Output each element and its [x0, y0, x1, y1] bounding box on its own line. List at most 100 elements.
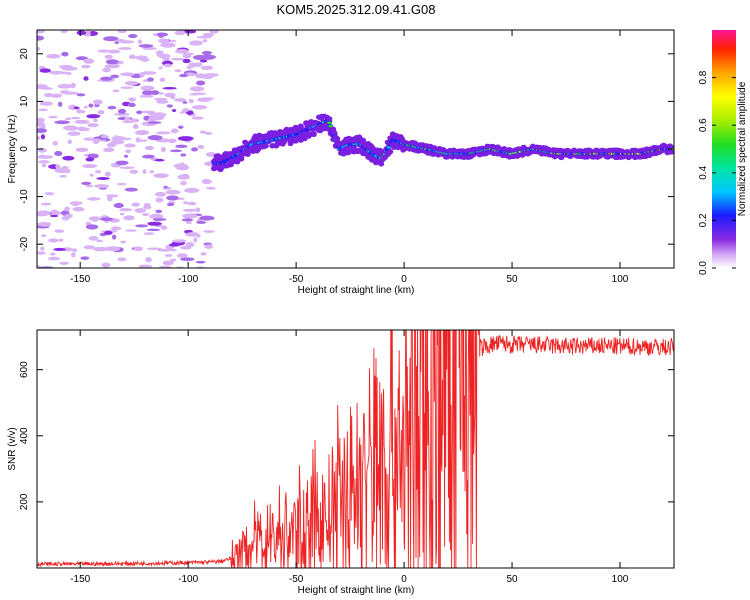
- noise-blob: [83, 76, 89, 81]
- noise-blob: [86, 197, 101, 201]
- ridge-outer: [262, 143, 269, 149]
- noise-blob: [37, 46, 41, 52]
- noise-blob: [181, 218, 194, 222]
- noise-blob: [119, 212, 125, 216]
- noise-blob: [64, 213, 73, 219]
- noise-blob: [200, 65, 213, 70]
- noise-blob: [37, 251, 46, 255]
- noise-blob: [172, 239, 187, 243]
- noise-blob: [70, 201, 80, 207]
- noise-blob: [155, 131, 171, 135]
- noise-blob: [59, 174, 67, 178]
- noise-blob: [127, 102, 136, 108]
- noise-blob: [134, 129, 150, 136]
- spectrogram-marks: [37, 30, 674, 268]
- noise-blob: [58, 238, 64, 242]
- noise-blob: [182, 213, 198, 219]
- noise-blob: [166, 202, 175, 207]
- noise-blob: [150, 90, 160, 96]
- noise-blob: [159, 77, 166, 82]
- noise-blob: [52, 140, 58, 146]
- noise-blob: [100, 134, 109, 139]
- x-tick-label: -50: [289, 574, 304, 585]
- noise-blob: [177, 125, 184, 129]
- snr-x-ticks: -150 -100 -50 0 50 100: [70, 330, 629, 585]
- noise-blob: [148, 213, 164, 220]
- ridge-outer: [331, 130, 338, 136]
- noise-blob: [170, 258, 177, 262]
- noise-blob: [75, 147, 89, 152]
- noise-blob: [103, 149, 108, 152]
- noise-blob: [38, 160, 50, 164]
- snr-marks: [37, 330, 674, 568]
- noise-blob: [125, 229, 137, 232]
- noise-blob: [106, 142, 117, 148]
- noise-blob: [167, 138, 177, 144]
- noise-blob: [72, 206, 85, 212]
- noise-blob: [141, 71, 157, 75]
- noise-blob: [165, 189, 181, 195]
- noise-blob: [160, 226, 168, 230]
- noise-blob: [158, 32, 165, 38]
- noise-blob: [46, 53, 61, 59]
- noise-blob: [200, 252, 207, 256]
- noise-blob: [82, 163, 98, 169]
- snr-y-axis-label: SNR (v/v): [7, 427, 18, 470]
- noise-blob: [185, 242, 195, 248]
- chart-title: KOM5.2025.312.09.41.G08: [276, 2, 435, 17]
- noise-blob: [158, 66, 163, 70]
- noise-blob: [132, 124, 139, 130]
- noise-blob: [89, 173, 94, 177]
- noise-blob: [70, 83, 76, 89]
- noise-blob: [142, 168, 147, 175]
- noise-blob: [88, 103, 94, 108]
- noise-blob: [139, 71, 145, 78]
- noise-blob: [182, 52, 191, 58]
- noise-blob: [153, 173, 169, 179]
- noise-blob: [133, 246, 144, 252]
- noise-blob: [202, 39, 208, 43]
- noise-blob: [106, 194, 119, 198]
- noise-blob: [160, 146, 167, 153]
- noise-blob: [120, 208, 128, 211]
- colorbar-label: Normalized spectral amplitude: [737, 81, 748, 216]
- noise-blob: [166, 195, 179, 201]
- x-tick-label: -100: [178, 274, 198, 285]
- noise-blob: [143, 203, 151, 208]
- noise-blob: [37, 136, 41, 141]
- noise-blob: [155, 197, 164, 203]
- noise-blob: [191, 41, 203, 45]
- noise-blob: [104, 64, 120, 69]
- noise-blob: [71, 252, 76, 258]
- noise-blob: [65, 117, 72, 121]
- colorbar-tick-label: 0.4: [698, 165, 709, 179]
- noise-blob: [128, 33, 138, 39]
- noise-blob: [148, 117, 156, 123]
- noise-blob: [182, 58, 191, 64]
- noise-blob: [54, 120, 71, 125]
- noise-blob: [104, 230, 113, 235]
- ridge-outer: [387, 149, 394, 155]
- noise-blob: [116, 182, 127, 186]
- x-tick-label: -50: [289, 274, 304, 285]
- noise-blob: [124, 80, 139, 86]
- noise-blob: [191, 116, 204, 120]
- noise-blob: [54, 150, 63, 157]
- noise-blob: [67, 139, 72, 145]
- noise-blob: [37, 128, 47, 134]
- noise-blob: [56, 71, 72, 75]
- noise-blob: [163, 63, 172, 68]
- noise-blob: [169, 149, 183, 153]
- noise-blob: [143, 57, 148, 63]
- noise-blob: [78, 110, 86, 114]
- noise-blob: [162, 260, 174, 266]
- noise-blob: [37, 222, 44, 226]
- noise-blob: [180, 257, 195, 262]
- noise-blob: [37, 30, 45, 34]
- noise-blob: [54, 167, 71, 174]
- noise-blob: [114, 112, 130, 116]
- noise-blob: [83, 105, 88, 109]
- colorbar-tick-label: 0.8: [698, 70, 709, 84]
- snr-series-line: [37, 330, 674, 568]
- ridge-outer: [310, 130, 317, 137]
